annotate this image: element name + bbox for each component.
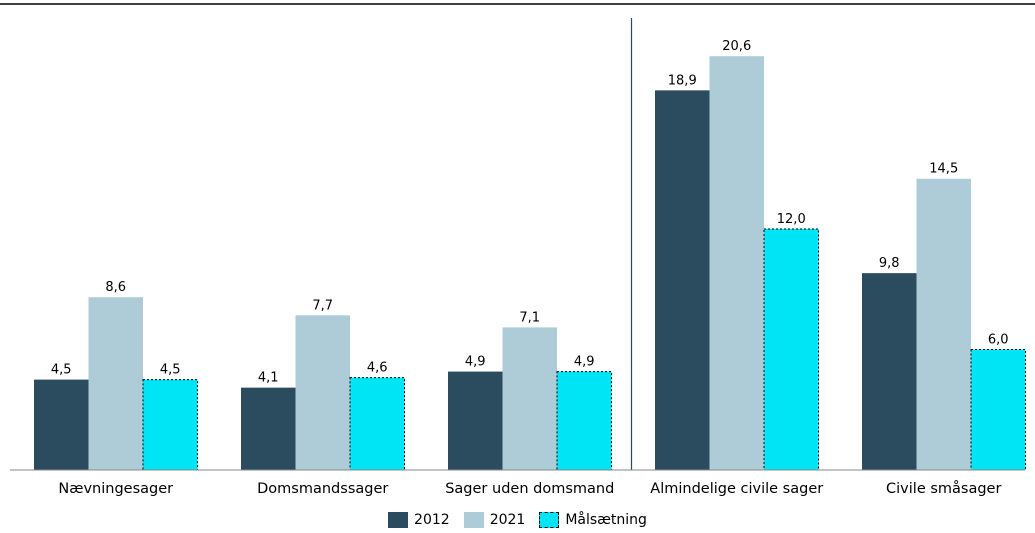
value-label: 20,6: [722, 39, 751, 54]
category-label: Nævningesager: [58, 481, 173, 497]
bar-chart: 4,5 8,6 4,5 4,1 7,7 4,6 4,9 7,1 4,9 18,9 20,6 12,0 9…: [0, 3, 1035, 497]
bar-2012-0: [34, 379, 89, 470]
value-label: 12,0: [777, 212, 806, 227]
value-label: 4,5: [160, 363, 181, 378]
bar-2012-2: [448, 371, 503, 470]
category-label: Civile småsager: [886, 480, 1001, 497]
bar-m-ls-tning-3: [763, 228, 819, 471]
bar-2012-1: [241, 387, 296, 470]
bar-m-ls-tning-2: [556, 371, 612, 471]
bar-m-ls-tning-1: [349, 377, 405, 471]
value-label: 4,9: [574, 355, 595, 370]
bar-m-ls-tning-4: [970, 348, 1026, 471]
value-label: 7,7: [312, 298, 333, 313]
bar-2021-4: [916, 178, 971, 470]
value-label: 14,5: [929, 162, 958, 177]
category-label: Domsmandssager: [257, 481, 388, 497]
value-label: 6,0: [988, 332, 1009, 347]
legend-swatch-2021: [463, 512, 484, 528]
value-label: 4,6: [367, 361, 388, 376]
bar-2021-3: [709, 56, 764, 471]
legend-label-2021: 2021: [489, 512, 526, 528]
bar-2021-2: [502, 327, 557, 470]
legend-label-2012: 2012: [414, 512, 450, 528]
bar-2021-1: [295, 315, 350, 470]
bar-m-ls-tning-0: [142, 379, 198, 471]
value-label: 7,1: [519, 310, 540, 325]
legend-label-malsaetning: Målsætning: [565, 512, 647, 528]
value-label: 4,1: [258, 371, 279, 386]
bar-2021-0: [88, 297, 143, 470]
legend: 2012 2021 Målsætning: [0, 509, 1035, 531]
legend-swatch-malsaetning: [539, 512, 560, 528]
legend-item-malsaetning: Målsætning: [539, 512, 647, 528]
legend-swatch-2012: [388, 512, 409, 528]
value-label: 4,5: [51, 363, 72, 378]
value-label: 8,6: [105, 280, 126, 295]
legend-item-2021: 2021: [463, 512, 526, 528]
legend-item-2012: 2012: [388, 512, 450, 528]
category-label: Almindelige civile sager: [650, 481, 823, 497]
value-label: 18,9: [668, 73, 697, 88]
value-label: 4,9: [465, 355, 486, 370]
value-label: 9,8: [879, 256, 900, 271]
category-label: Sager uden domsmand: [445, 481, 614, 497]
bar-2012-4: [862, 273, 917, 470]
bar-2012-3: [655, 90, 710, 471]
